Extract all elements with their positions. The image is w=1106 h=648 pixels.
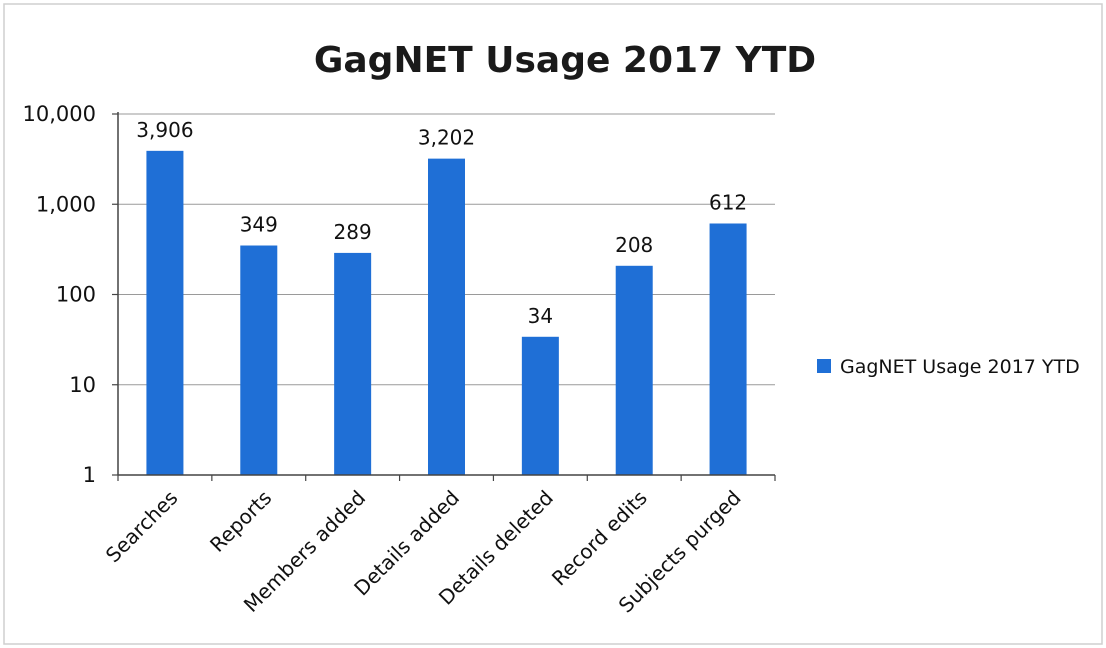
data-label: 208 — [615, 233, 653, 257]
data-label: 3,906 — [136, 118, 193, 142]
data-label: 612 — [709, 190, 747, 214]
y-tick-labels: 1 10 100 1,000 10,000 — [23, 102, 96, 487]
data-label: 3,202 — [418, 126, 475, 150]
y-tick-label: 1,000 — [36, 192, 96, 216]
y-tick-label: 10 — [69, 373, 96, 397]
bar — [334, 252, 372, 475]
bar — [615, 265, 653, 475]
bar — [428, 158, 465, 475]
data-label: 34 — [528, 304, 553, 328]
bar — [240, 245, 278, 475]
bars — [146, 150, 747, 475]
legend-swatch — [817, 359, 831, 373]
data-label: 349 — [240, 213, 278, 237]
y-tick-label: 1 — [83, 463, 96, 487]
chart-title: GagNET Usage 2017 YTD — [314, 40, 816, 81]
data-label: 289 — [334, 220, 372, 244]
legend: GagNET Usage 2017 YTD — [817, 356, 1080, 378]
chart-border — [3, 3, 1103, 645]
y-tick-label: 10,000 — [23, 102, 96, 126]
bar — [521, 336, 559, 475]
y-tick-label: 100 — [56, 283, 96, 307]
legend-label: GagNET Usage 2017 YTD — [840, 356, 1080, 378]
bar — [146, 150, 184, 475]
data-labels: 3,906 349 289 3,202 34 208 612 — [136, 118, 747, 328]
bar — [709, 223, 747, 475]
